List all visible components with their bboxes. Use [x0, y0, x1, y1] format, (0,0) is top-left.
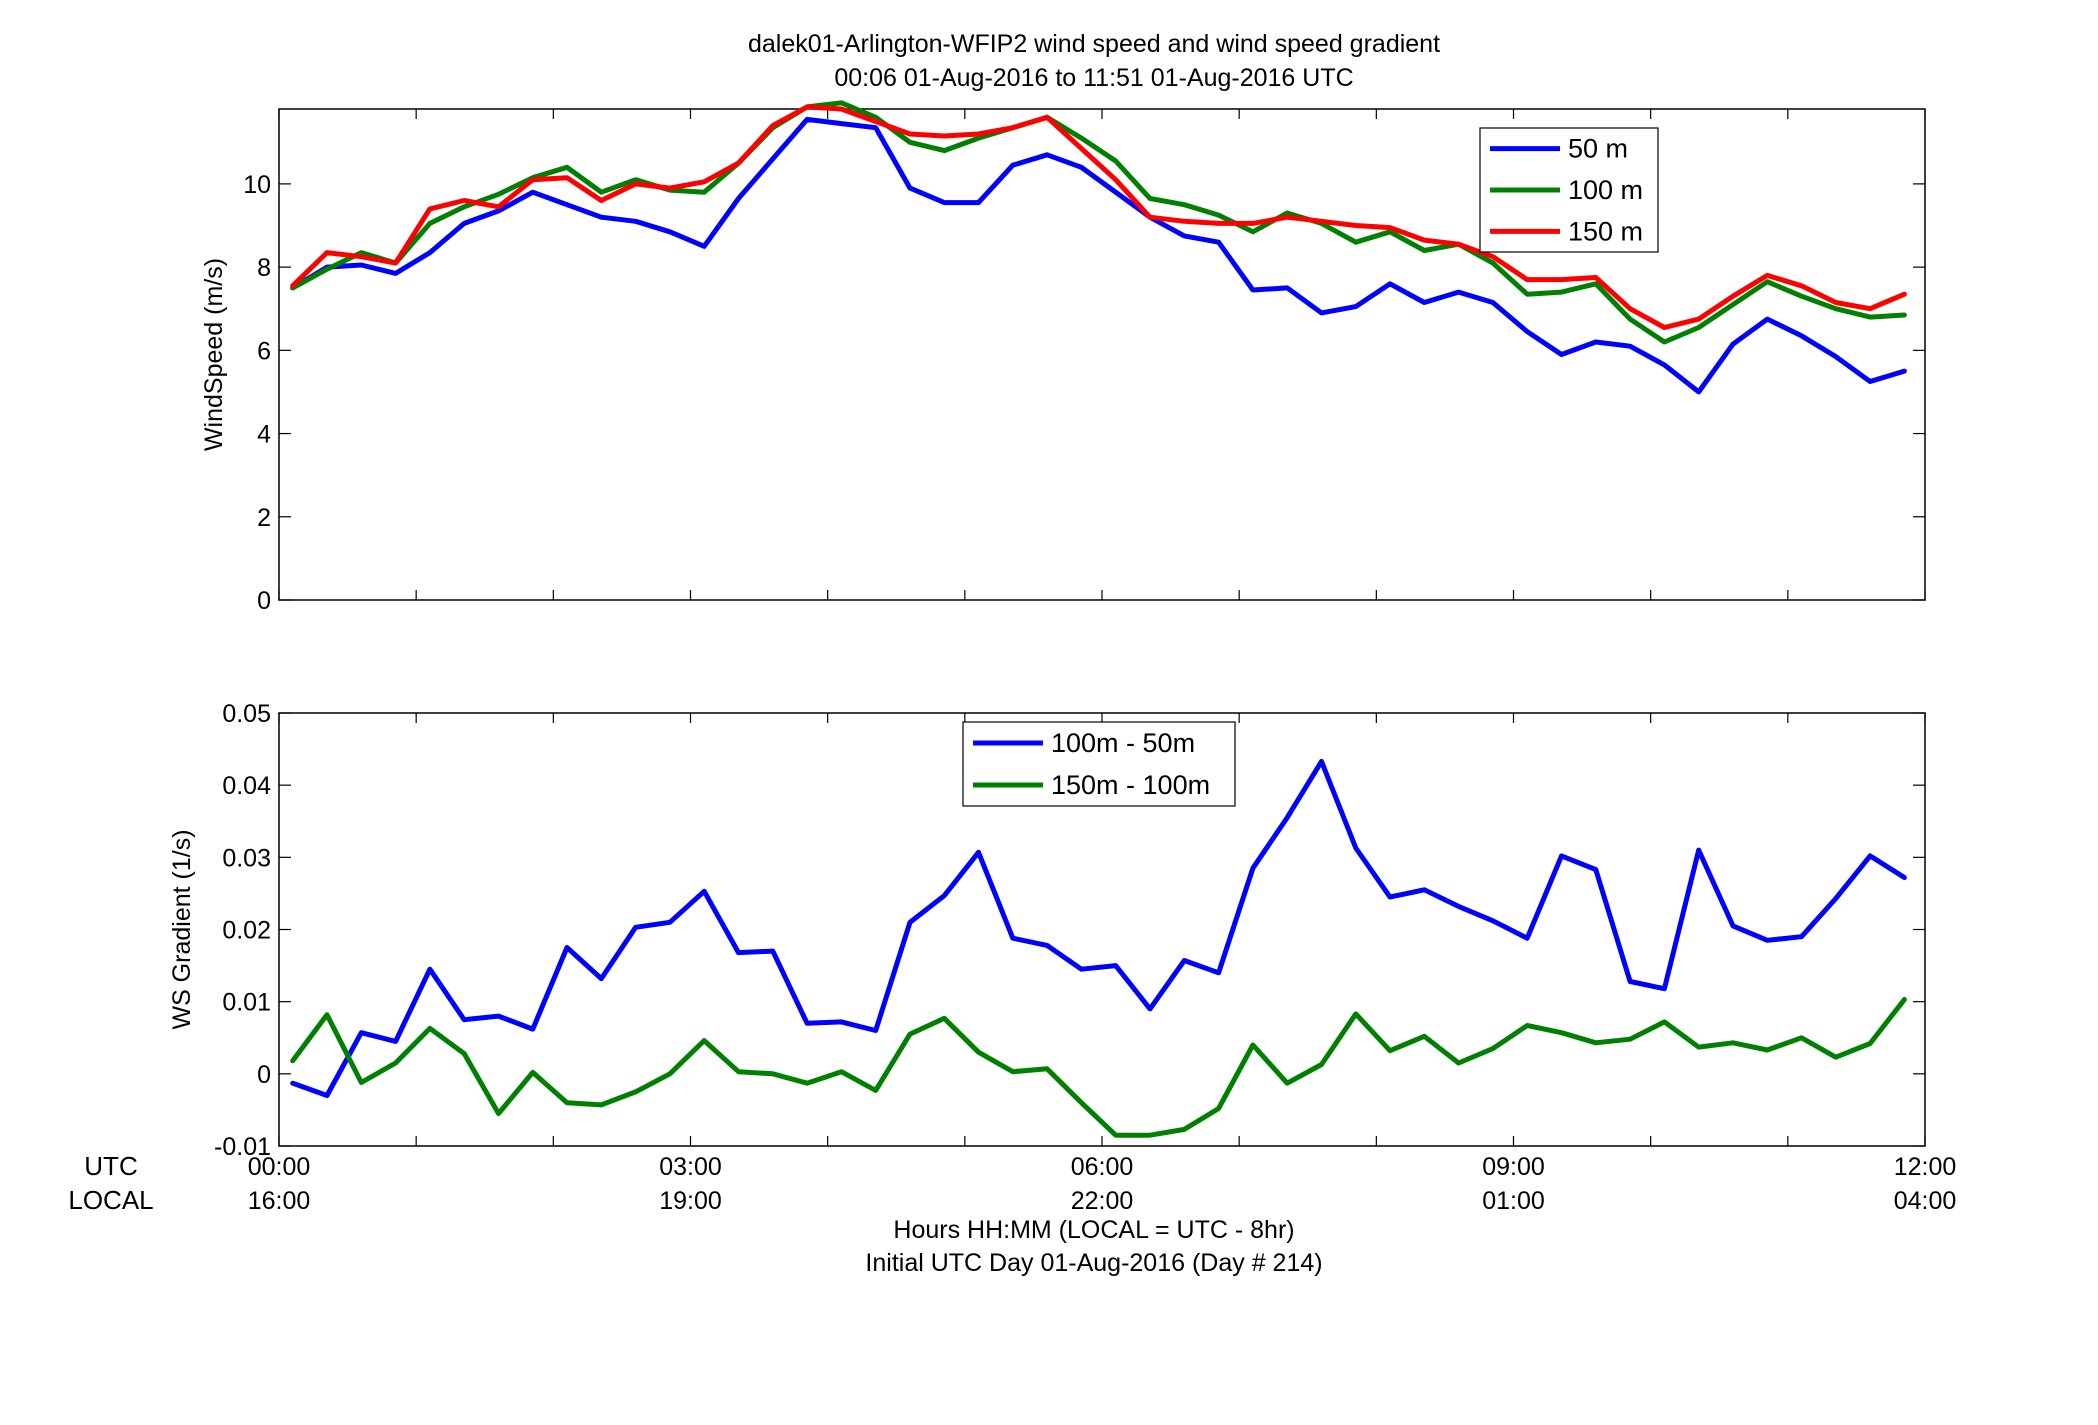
legend: 50 m 100 m 150 m	[1479, 127, 1659, 253]
legend-entry: 100m - 50m	[1051, 728, 1195, 758]
legend-entry: 100 m	[1568, 175, 1643, 205]
wind-speed-panel: 0 2 4 6 8 10 WindSpeed (m/s) 50 m 100 m 150 m	[200, 100, 1926, 615]
y-tick-label: 0	[257, 587, 271, 615]
x-axis-label: Hours HH:MM (LOCAL = UTC - 8hr)	[893, 1216, 1294, 1244]
figure-subtitle: 00:06 01-Aug-2016 to 11:51 01-Aug-2016 U…	[834, 64, 1353, 92]
x-tick-label-utc: 03:00	[659, 1153, 722, 1181]
x-tick-label-utc: 12:00	[1894, 1153, 1957, 1181]
x-axis-sublabel: Initial UTC Day 01-Aug-2016 (Day # 214)	[865, 1249, 1322, 1277]
utc-row-label: UTC	[84, 1151, 137, 1181]
series-line	[290, 758, 1907, 1098]
local-row-label: LOCAL	[68, 1185, 153, 1215]
x-tick-label-utc: 09:00	[1482, 1153, 1545, 1181]
series-line	[290, 116, 1907, 395]
x-tick-label-utc: 00:00	[248, 1153, 311, 1181]
y-tick-label: 6	[257, 337, 271, 365]
y-tick-label: 0.03	[222, 844, 271, 872]
legend-entry: 150m - 100m	[1051, 770, 1210, 800]
y-tick-label: 2	[257, 504, 271, 532]
y-tick-label: 0	[257, 1061, 271, 1089]
x-tick-label-local: 19:00	[659, 1187, 722, 1215]
series-line	[290, 997, 1907, 1138]
x-tick-label-local: 01:00	[1482, 1187, 1545, 1215]
x-tick-label-local: 04:00	[1894, 1187, 1957, 1215]
y-axis-label: WindSpeed (m/s)	[200, 258, 228, 451]
y-tick-label: -0.01	[214, 1133, 271, 1161]
legend: 100m - 50m 150m - 100m	[962, 721, 1236, 807]
y-tick-label: 0.02	[222, 917, 271, 945]
y-axis-label: WS Gradient (1/s)	[168, 829, 196, 1029]
wind-gradient-panel: -0.01 0 0.01 0.02 0.03 0.04 0.05 WS Gradient (1…	[168, 700, 1956, 1215]
x-tick-label-local: 22:00	[1071, 1187, 1134, 1215]
y-tick-label: 0.05	[222, 700, 271, 728]
series-line	[290, 104, 1907, 330]
figure-title: dalek01-Arlington-WFIP2 wind speed and w…	[748, 30, 1440, 58]
y-tick-label: 0.01	[222, 989, 271, 1017]
x-tick-label-utc: 06:00	[1071, 1153, 1134, 1181]
series-line	[290, 100, 1907, 345]
legend-box	[962, 721, 1236, 807]
y-tick-label: 8	[257, 254, 271, 282]
y-tick-label: 10	[243, 171, 271, 199]
x-tick-label-local: 16:00	[248, 1187, 311, 1215]
y-tick-label: 0.04	[222, 772, 271, 800]
legend-entry: 150 m	[1568, 216, 1643, 246]
y-tick-label: 4	[257, 421, 271, 449]
legend-entry: 50 m	[1568, 134, 1628, 164]
